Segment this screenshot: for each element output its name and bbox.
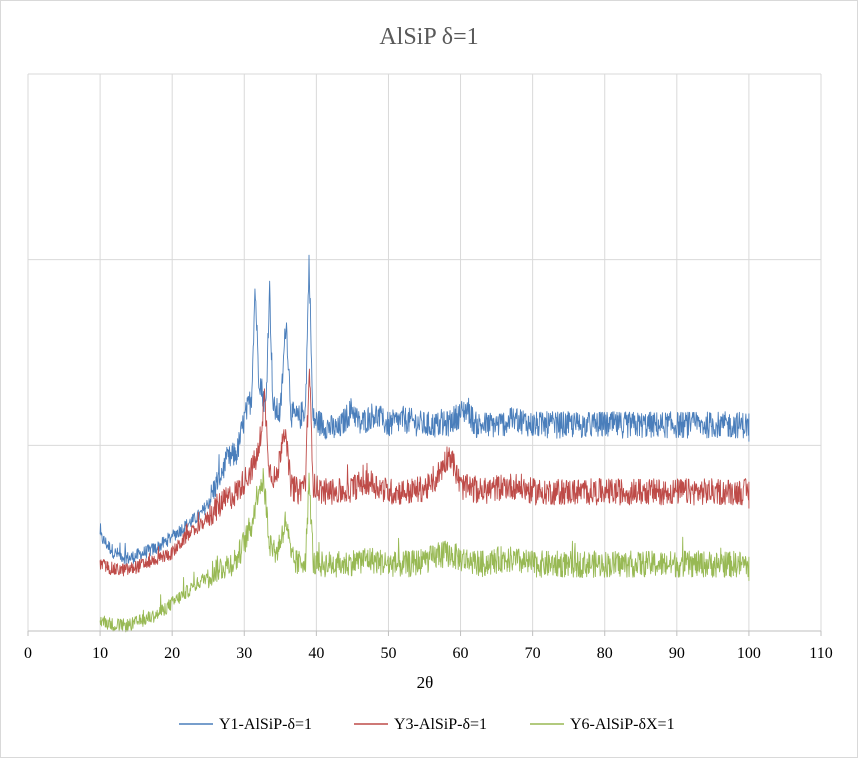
x-tick-label: 90 bbox=[669, 645, 685, 662]
x-axis-title: 2θ bbox=[417, 673, 434, 692]
legend-label: Y1-AlSiP-δ=1 bbox=[219, 716, 312, 733]
series-line-2 bbox=[99, 368, 750, 577]
x-tick-label: 60 bbox=[453, 645, 469, 662]
series-line-3 bbox=[99, 468, 750, 633]
x-tick-label: 110 bbox=[809, 645, 832, 662]
chart-title: AlSiP δ=1 bbox=[379, 24, 478, 50]
series-lines bbox=[99, 254, 750, 633]
legend: Y1-AlSiP-δ=1 Y3-AlSiP-δ=1 Y6-AlSiP-δX=1 bbox=[179, 716, 675, 733]
x-tick-label: 20 bbox=[164, 645, 180, 662]
series-line-1 bbox=[99, 254, 750, 565]
x-tick-label: 10 bbox=[92, 645, 108, 662]
x-tick-label: 30 bbox=[236, 645, 252, 662]
legend-label: Y3-AlSiP-δ=1 bbox=[394, 716, 487, 733]
x-tick-label: 50 bbox=[380, 645, 396, 662]
x-tick-label: 80 bbox=[597, 645, 613, 662]
grid bbox=[27, 73, 822, 632]
legend-label: Y6-AlSiP-δX=1 bbox=[570, 716, 675, 733]
x-tick-label: 70 bbox=[525, 645, 541, 662]
x-axis: 0 10 20 30 40 50 60 70 80 90 100 110 bbox=[24, 630, 833, 662]
x-tick-label: 0 bbox=[24, 645, 32, 662]
x-tick-label: 40 bbox=[308, 645, 324, 662]
x-tick-label: 100 bbox=[737, 645, 761, 662]
